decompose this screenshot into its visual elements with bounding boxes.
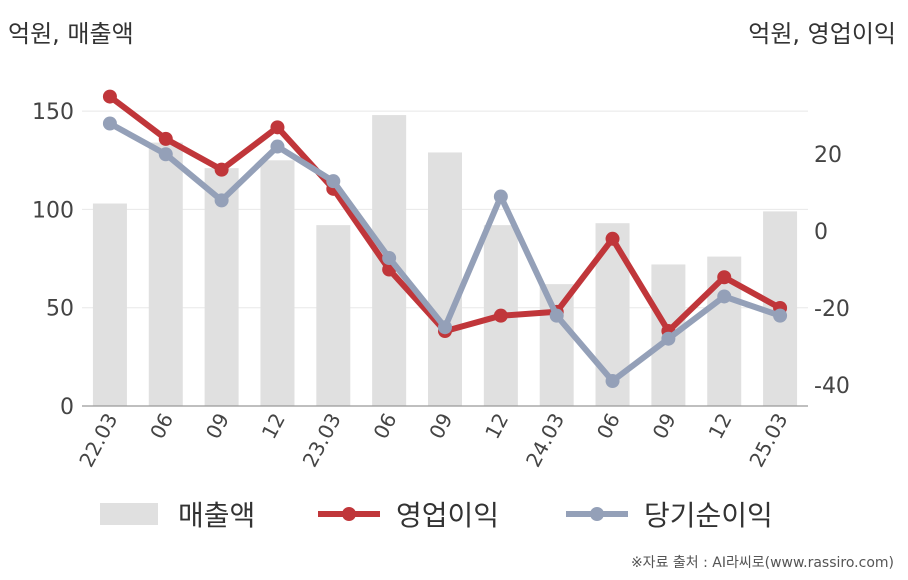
bar-매출액 [204, 168, 239, 406]
x-tick-label: 25.03 [744, 409, 792, 471]
point-영업이익 [605, 231, 620, 246]
x-tick-label: 12 [480, 409, 513, 443]
x-tick-label: 06 [592, 409, 625, 443]
point-당기순이익 [717, 289, 732, 304]
point-당기순이익 [493, 189, 508, 204]
left-tick-label: 50 [46, 297, 74, 322]
right-tick-label: 0 [814, 220, 828, 245]
legend-label-영업이익: 영업이익 [396, 499, 499, 532]
x-tick-label: 12 [704, 409, 737, 443]
bar-매출액 [148, 142, 183, 406]
legend-marker-당기순이익 [590, 507, 604, 521]
x-tick-label: 09 [424, 409, 457, 443]
point-당기순이익 [549, 308, 564, 323]
right-tick-label: -40 [814, 374, 850, 399]
point-영업이익 [270, 120, 285, 135]
point-영업이익 [102, 89, 117, 104]
point-당기순이익 [382, 251, 397, 266]
point-당기순이익 [102, 116, 117, 131]
x-tick-label: 24.03 [521, 409, 569, 471]
x-tick-label: 23.03 [298, 409, 346, 471]
right-axis-label: 억원, 영업이익 [748, 20, 896, 48]
legend-label-당기순이익: 당기순이익 [644, 499, 773, 532]
right-tick-label: 20 [814, 143, 842, 168]
bar-매출액 [260, 160, 295, 406]
source-note: ※자료 출처 : AI라씨로(www.rassiro.com) [630, 555, 894, 571]
point-당기순이익 [214, 193, 229, 208]
point-영업이익 [493, 308, 508, 323]
legend-marker-영업이익 [342, 507, 356, 521]
point-당기순이익 [661, 331, 676, 346]
x-tick-label: 06 [368, 409, 401, 443]
x-tick-label: 09 [648, 409, 681, 443]
bar-매출액 [316, 225, 351, 406]
point-당기순이익 [438, 320, 452, 335]
x-tick-label: 12 [257, 409, 290, 443]
bar-매출액 [539, 284, 574, 406]
point-당기순이익 [270, 139, 285, 154]
point-영업이익 [214, 162, 229, 177]
bar-매출액 [92, 203, 127, 406]
legend-swatch-매출액 [100, 503, 158, 525]
line-series [102, 89, 788, 389]
x-tick-label: 06 [145, 409, 178, 443]
right-tick-label: -20 [814, 297, 850, 322]
left-tick-label: 100 [32, 198, 74, 223]
point-당기순이익 [326, 174, 341, 189]
legend-label-매출액: 매출액 [178, 499, 255, 532]
legend: 매출액 영업이익 당기순이익 [100, 499, 773, 532]
point-당기순이익 [158, 147, 173, 162]
bar-매출액 [428, 152, 462, 406]
point-영업이익 [158, 131, 173, 146]
x-tick-label: 22.03 [74, 409, 122, 471]
left-tick-label: 0 [60, 395, 74, 420]
point-당기순이익 [605, 374, 620, 389]
x-tick-label: 09 [201, 409, 234, 443]
point-영업이익 [717, 270, 732, 285]
left-tick-label: 150 [32, 100, 74, 125]
left-axis-label: 억원, 매출액 [8, 20, 134, 48]
point-당기순이익 [773, 308, 788, 323]
